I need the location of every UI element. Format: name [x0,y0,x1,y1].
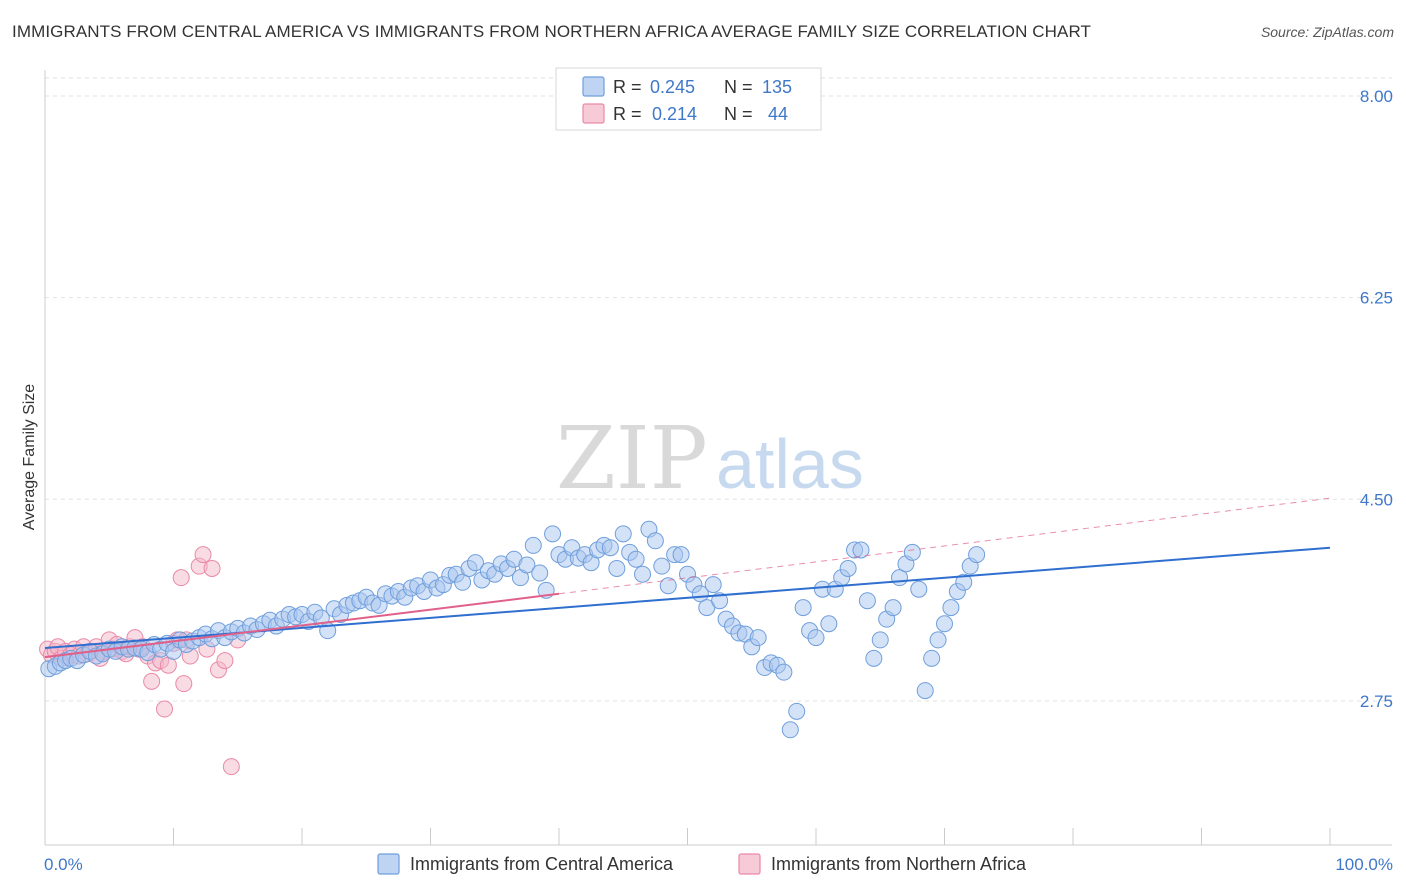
trend-line-northern-africa-extension [558,497,1331,595]
central-america-point [955,573,973,591]
central-america-point [942,599,960,617]
legend-n-value-blue: 135 [762,77,792,97]
central-america-point [865,649,883,667]
central-america-point [531,564,549,582]
bottom-legend-swatch-blue [377,853,400,875]
bottom-legend-swatch-pink [738,853,761,875]
central-america-point [884,599,902,617]
central-america-point [544,525,562,543]
northern-africa-point [194,546,212,564]
x-tick-label-max: 100.0% [1335,855,1393,874]
chart-title: IMMIGRANTS FROM CENTRAL AMERICA VS IMMIG… [12,22,1092,41]
y-tick-label: 8.00 [1360,87,1393,106]
northern-africa-point [216,652,234,670]
central-america-point [601,539,619,557]
y-axis-label: Average Family Size [21,384,38,531]
legend-r-label-blue: R = [613,77,642,97]
y-tick-label: 4.50 [1360,490,1393,509]
central-america-point [614,525,632,543]
legend-swatch-pink [582,103,605,124]
central-america-point [936,615,953,633]
legend-r-value-blue: 0.245 [650,77,695,97]
northern-africa-point [172,569,190,587]
northern-africa-point [156,700,174,718]
central-america-point [968,546,986,564]
central-america-point [634,565,652,583]
central-america-point [466,554,484,572]
bottom-legend: Immigrants from Central America Immigran… [377,853,1027,875]
central-america-point [749,629,767,647]
watermark-atlas: atlas [716,425,864,503]
central-america-point [852,541,870,559]
watermark-zip: ZIP [556,409,708,509]
legend-swatch-blue [582,76,605,97]
central-america-point [518,556,536,574]
series-central-america-points [40,520,986,739]
central-america-point [903,543,921,561]
central-america-point [929,631,947,649]
legend-n-value-pink: 44 [768,104,788,124]
watermark: ZIP atlas [556,409,864,509]
x-tick-label-min: 0.0% [44,855,83,874]
central-america-point [916,682,934,700]
central-america-point [775,663,793,681]
central-america-point [781,721,799,739]
y-tick-label: 6.25 [1360,289,1393,308]
central-america-point [659,577,677,595]
central-america-point [839,559,857,577]
axes [44,70,1392,846]
legend-r-label-pink: R = [613,104,642,124]
central-america-point [627,550,645,568]
top-legend: R = 0.245 N = 135 R = 0.214 N = 44 [555,67,822,131]
central-america-point [608,559,626,577]
central-america-point [871,631,889,649]
central-america-point [807,629,825,647]
northern-africa-point [222,758,240,776]
central-america-point [454,573,472,591]
central-america-point [910,580,928,598]
central-america-point [820,615,838,633]
legend-n-label-blue: N = [724,77,753,97]
bottom-legend-label-pink: Immigrants from Northern Africa [771,854,1027,874]
central-america-point [653,557,671,575]
central-america-point [788,702,806,720]
trend-lines [44,497,1331,659]
legend-n-label-pink: N = [724,104,753,124]
y-tick-label: 2.75 [1360,692,1393,711]
y-tick-labels: 2.75 4.50 6.25 8.00 [1360,87,1393,711]
central-america-point [672,546,690,564]
central-america-point [923,649,941,667]
northern-africa-point [203,559,221,577]
bottom-legend-label-blue: Immigrants from Central America [410,854,674,874]
northern-africa-point [175,675,193,693]
central-america-point [858,592,876,610]
legend-r-value-pink: 0.214 [652,104,697,124]
central-america-point [646,532,664,550]
central-america-point [524,536,542,554]
central-america-point [711,592,729,610]
central-america-point [794,599,812,617]
x-ticks [173,828,1331,845]
northern-africa-point [143,672,161,690]
central-america-point [704,576,722,594]
trend-line-northern-africa [44,592,560,659]
source-text: Source: ZipAtlas.com [1260,24,1394,40]
